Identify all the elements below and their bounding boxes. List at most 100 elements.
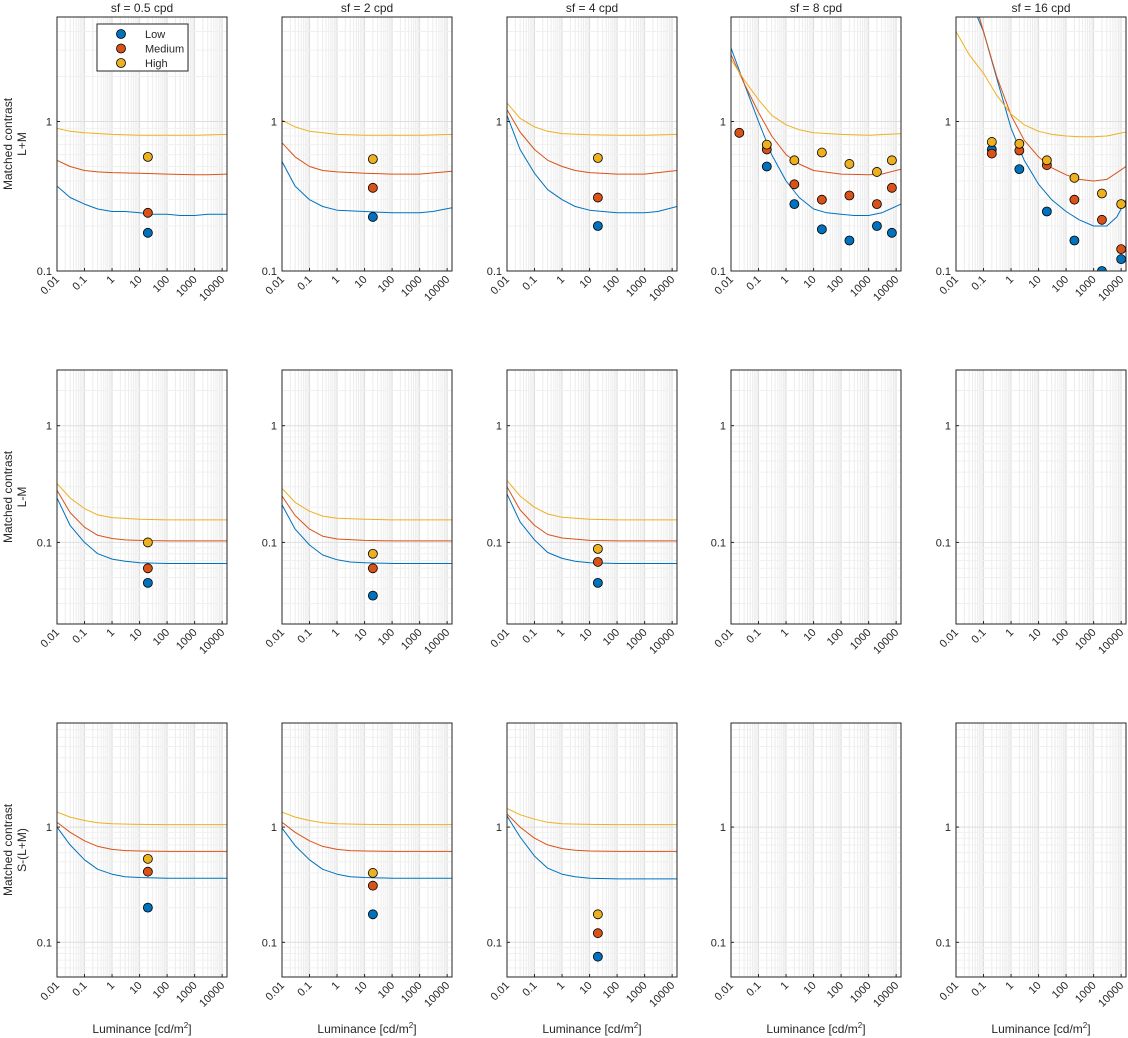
legend-label-low: Low [145,29,165,41]
x-tick-label: 10000 [871,274,901,304]
data-point-low [886,227,897,238]
y-tick-label: 1 [496,116,502,128]
grid [955,370,1126,624]
grid [56,370,227,624]
series-line-high [57,811,227,826]
markers [367,154,378,222]
y-tick-label: 0.1 [711,266,726,278]
y-tick-label: 0.1 [711,937,726,949]
y-axis-label: Matched contrast [1,450,15,543]
x-tick-label: 1 [1003,274,1016,287]
x-tick-label: 100 [1050,627,1071,648]
data-point-high [1097,188,1107,199]
x-tick-label: 1 [104,980,117,993]
x-tick-label: 1000 [399,627,425,653]
y-tick-label: 1 [720,822,726,834]
data-point-medium [367,182,378,193]
x-tick-label: 0.1 [969,627,988,646]
x-tick-label: 1 [778,980,791,993]
series-line-low [282,504,452,564]
grid [281,723,452,977]
x-tick-label: 10 [1027,627,1044,644]
data-point-low [592,951,603,962]
curves [282,119,452,214]
data-point-high [592,543,603,554]
data-point-high [367,154,378,165]
x-tick-label: 100 [1050,980,1071,1001]
grid [281,17,452,271]
x-tick-label: 10000 [647,980,677,1010]
data-point-low [142,227,153,238]
x-tick-label: 1000 [1073,980,1099,1006]
series-line-low [282,827,452,879]
data-point-high [142,853,153,864]
legend-label-medium: Medium [145,44,184,56]
x-tick-label: 1000 [848,980,874,1006]
y-tick-label: 1 [46,421,52,433]
x-tick-label: 1000 [624,274,650,300]
y-tick-label: 1 [46,822,52,834]
y-tick-label: 1 [496,421,502,433]
x-tick-label: 0.1 [744,627,763,646]
y-tick-label: 1 [271,116,277,128]
data-point-low [844,235,855,246]
x-tick-label: 1000 [848,274,874,300]
data-point-low [367,212,378,222]
data-point-high [816,147,827,158]
x-tick-label: 0.01 [712,627,736,651]
x-tick-label: 0.01 [937,980,961,1004]
y-tick-label: 0.1 [262,537,277,549]
series-line-medium [57,821,227,852]
x-tick-label: 0.01 [263,980,287,1004]
y-axis-label: Matched contrast [1,97,15,190]
x-tick-label: 0.1 [70,274,89,293]
x-tick-label: 10000 [1096,627,1126,657]
plot-area [731,723,901,977]
x-tick-label: 0.1 [969,980,988,999]
data-point-high [1069,172,1080,183]
y-tick-label: 1 [945,421,951,433]
data-point-low [142,902,153,913]
series-line-high [57,483,227,521]
x-tick-label: 1 [1003,627,1016,640]
x-tick-label: 1 [104,274,117,287]
data-point-low [872,221,882,231]
grid [281,370,452,624]
x-tick-label: 10000 [647,627,677,657]
x-tick-label: 0.1 [744,274,763,293]
plot-area [956,370,1126,624]
data-point-medium [142,866,153,877]
x-tick-label: 10 [353,980,370,997]
column-title: sf = 2 cpd [341,1,393,15]
x-tick-label: 10 [1027,980,1044,997]
data-point-low [367,590,378,601]
x-tick-label: 1000 [174,627,200,653]
grid [56,723,227,977]
y-tick-label: 0.1 [487,537,502,549]
grid [56,17,227,271]
data-point-low [1097,266,1107,271]
x-tick-label: 0.1 [520,980,539,999]
series-line-medium [282,821,452,852]
x-tick-label: 0.1 [295,627,314,646]
data-point-medium [886,182,897,193]
x-tick-label: 100 [376,980,397,1001]
x-tick-label: 10 [802,627,819,644]
y-tick-label: 0.1 [936,266,951,278]
data-point-low [1041,206,1052,217]
series-line-low [57,185,227,216]
x-tick-label: 10000 [197,274,227,304]
grid [506,723,677,977]
series-line-low [57,497,227,564]
x-tick-label: 0.01 [38,980,62,1004]
y-tick-label: 0.1 [936,537,951,549]
data-point-high [872,167,882,177]
x-tick-label: 0.01 [38,627,62,651]
x-tick-label: 10000 [197,627,227,657]
